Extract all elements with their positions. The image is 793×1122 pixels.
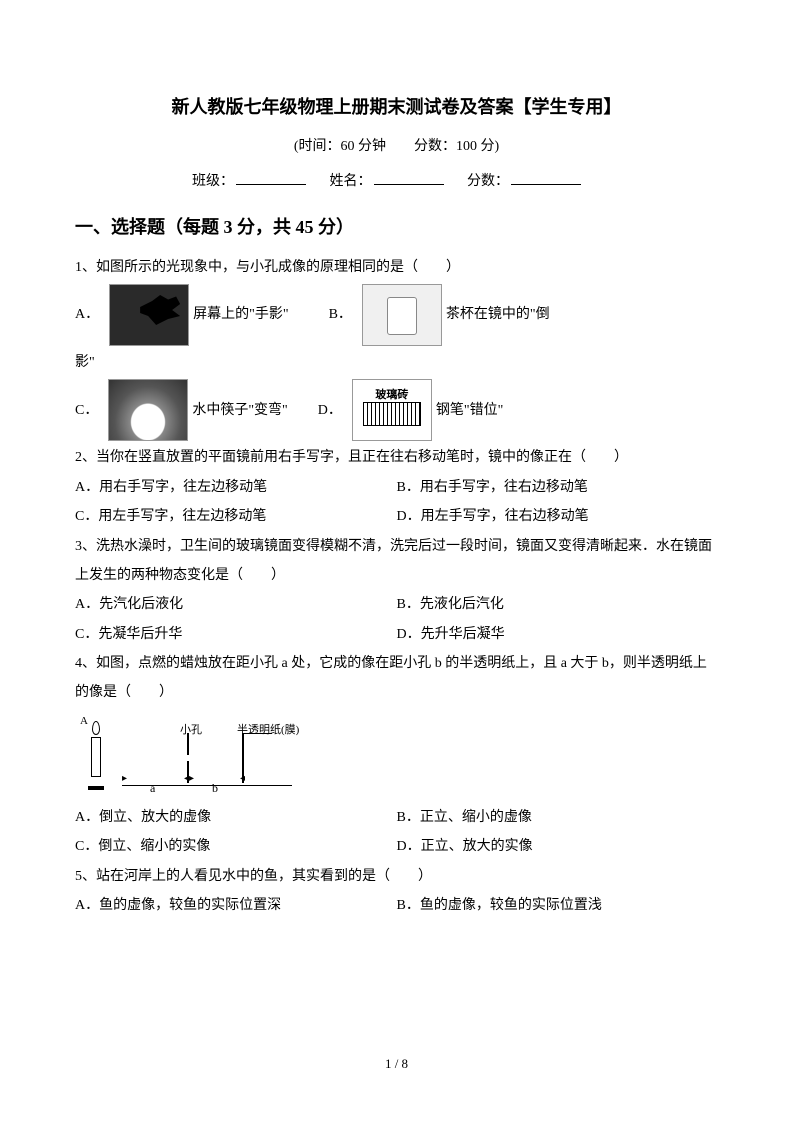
candle-body-icon xyxy=(91,737,101,777)
q1-optA-text: 屏幕上的"手影" xyxy=(193,300,288,329)
arrow-right-icon: ◂ xyxy=(240,768,245,789)
q5-stem: 5、站在河岸上的人看见水中的鱼，其实看到的是（ ） xyxy=(75,862,718,891)
q1-optB-prefix: B． xyxy=(329,300,352,329)
question-5: 5、站在河岸上的人看见水中的鱼，其实看到的是（ ） A．鱼的虚像，较鱼的实际位置… xyxy=(75,862,718,921)
question-2: 2、当你在竖直放置的平面镜前用右手写字，且正在往右移动笔时，镜中的像正在（ ） … xyxy=(75,443,718,531)
arrow-left-icon: ▸ xyxy=(122,768,127,789)
q2-optB: B．用右手写字，往右边移动笔 xyxy=(397,473,719,502)
dim-a-label: a xyxy=(150,776,155,801)
pinhole-label: 小孔 xyxy=(180,719,202,742)
q1-row-cd: C． 水中筷子"变弯" D． 钢笔"错位" xyxy=(75,379,718,441)
q2-options: A．用右手写字，往左边移动笔 B．用右手写字，往右边移动笔 C．用左手写字，往左… xyxy=(75,473,718,532)
q5-options: A．鱼的虚像，较鱼的实际位置深 B．鱼的虚像，较鱼的实际位置浅 xyxy=(75,891,718,920)
class-blank[interactable] xyxy=(236,169,306,185)
hand-shadow-image xyxy=(109,284,189,346)
q3-optC: C．先凝华后升华 xyxy=(75,620,397,649)
teacup-mirror-image xyxy=(362,284,442,346)
q4-optA: A．倒立、放大的虚像 xyxy=(75,803,397,832)
flame-icon xyxy=(92,721,100,735)
student-info-line: 班级： 姓名： 分数： xyxy=(75,169,718,196)
screen-top-icon xyxy=(242,733,272,741)
q1-row-ab: A． 屏幕上的"手影" B． 茶杯在镜中的"倒 xyxy=(75,284,718,346)
q4-optD: D．正立、放大的实像 xyxy=(397,832,719,861)
q4-options: A．倒立、放大的虚像 B．正立、缩小的虚像 C．倒立、缩小的实像 D．正立、放大… xyxy=(75,803,718,862)
candle-base-icon xyxy=(88,786,104,790)
baseline-icon xyxy=(122,785,292,786)
q2-stem: 2、当你在竖直放置的平面镜前用右手写字，且正在往右移动笔时，镜中的像正在（ ） xyxy=(75,443,718,472)
chopsticks-water-image xyxy=(108,379,188,441)
q5-optA: A．鱼的虚像，较鱼的实际位置深 xyxy=(75,891,397,920)
q1-optA-prefix: A． xyxy=(75,300,99,329)
question-1: 1、如图所示的光现象中，与小孔成像的原理相同的是（ ） A． 屏幕上的"手影" … xyxy=(75,253,718,442)
q5-optB: B．鱼的虚像，较鱼的实际位置浅 xyxy=(397,891,719,920)
glass-block-pen-image xyxy=(352,379,432,441)
class-label: 班级： xyxy=(192,174,234,189)
q4-diagram: 小孔 半透明纸(膜) ▸ ◂▸ ◂ a b xyxy=(85,713,718,798)
name-label: 姓名： xyxy=(330,174,372,189)
q1-optD-prefix: D． xyxy=(318,396,342,425)
q1-stem: 1、如图所示的光现象中，与小孔成像的原理相同的是（ ） xyxy=(75,253,718,282)
page-footer: 1 / 8 xyxy=(0,1052,793,1077)
q3-optB: B．先液化后汽化 xyxy=(397,590,719,619)
q1-optC-text: 水中筷子"变弯" xyxy=(192,396,287,425)
q1-optB-cont: 影" xyxy=(75,348,718,377)
arrow-mid-icon: ◂▸ xyxy=(184,768,194,789)
q2-optC: C．用左手写字，往左边移动笔 xyxy=(75,502,397,531)
q4-stem: 4、如图，点燃的蜡烛放在距小孔 a 处，它成的像在距小孔 b 的半透明纸上，且 … xyxy=(75,649,718,708)
pinhole-setup: 小孔 半透明纸(膜) ▸ ◂▸ ◂ a b xyxy=(122,713,342,798)
score-label: 分数： xyxy=(467,174,509,189)
score-blank[interactable] xyxy=(511,169,581,185)
candle-icon xyxy=(85,713,107,798)
exam-subtitle: (时间：60 分钟 分数：100 分) xyxy=(75,134,718,161)
page-title: 新人教版七年级物理上册期末测试卷及答案【学生专用】 xyxy=(75,90,718,124)
q2-optA: A．用右手写字，往左边移动笔 xyxy=(75,473,397,502)
question-4: 4、如图，点燃的蜡烛放在距小孔 a 处，它成的像在距小孔 b 的半透明纸上，且 … xyxy=(75,649,718,862)
q3-stem: 3、洗热水澡时，卫生间的玻璃镜面变得模糊不清，洗完后过一段时间，镜面又变得清晰起… xyxy=(75,532,718,591)
q3-optA: A．先汽化后液化 xyxy=(75,590,397,619)
q4-optC: C．倒立、缩小的实像 xyxy=(75,832,397,861)
q4-optB: B．正立、缩小的虚像 xyxy=(397,803,719,832)
q3-optD: D．先升华后凝华 xyxy=(397,620,719,649)
section-1-header: 一、选择题（每题 3 分，共 45 分） xyxy=(75,210,718,244)
name-blank[interactable] xyxy=(374,169,444,185)
q3-options: A．先汽化后液化 B．先液化后汽化 C．先凝华后升华 D．先升华后凝华 xyxy=(75,590,718,649)
q2-optD: D．用左手写字，往右边移动笔 xyxy=(397,502,719,531)
q1-optB-text: 茶杯在镜中的"倒 xyxy=(446,300,550,329)
q1-optC-prefix: C． xyxy=(75,396,98,425)
q1-optD-text: 钢笔"错位" xyxy=(436,396,503,425)
question-3: 3、洗热水澡时，卫生间的玻璃镜面变得模糊不清，洗完后过一段时间，镜面又变得清晰起… xyxy=(75,532,718,650)
dim-b-label: b xyxy=(212,776,218,801)
